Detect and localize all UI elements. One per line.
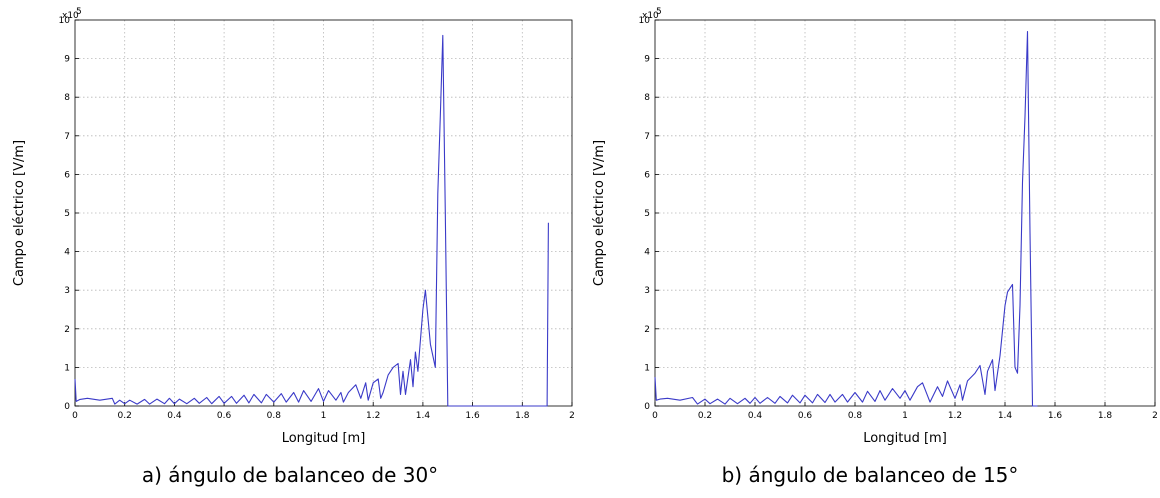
chart-b-x-tick-label: 0.8	[848, 411, 863, 421]
chart-b-x-axis-label: Longitud [m]	[863, 431, 947, 446]
chart-b-y-tick-label: 8	[644, 93, 650, 103]
chart-a-y-tick-label: 9	[64, 55, 70, 65]
chart-a-x-tick-label: 0.4	[167, 411, 182, 421]
chart-a-y-tick-label: 3	[64, 286, 70, 296]
chart-a-y-tick-label: 8	[64, 93, 70, 103]
chart-b-y-tick-label: 9	[644, 55, 650, 65]
chart-a-series-line	[74, 34, 549, 407]
chart-a-y-tick-label: 4	[64, 248, 70, 258]
chart-a-x-tick-label: 0	[72, 411, 78, 421]
chart-b-x-tick-label: 1.2	[948, 411, 962, 421]
chart-a-exponent-label: x10	[62, 11, 79, 21]
chart-b-x-tick-label: 2	[1152, 411, 1158, 421]
chart-b-exponent-power: 5	[656, 7, 662, 17]
chart-b-exponent-label: x10	[642, 11, 659, 21]
chart-a-y-tick-label: 7	[64, 132, 70, 142]
chart-b-y-tick-label: 0	[644, 402, 650, 412]
chart-a-caption: a) ángulo de balanceo de 30°	[141, 463, 439, 487]
chart-panel-a: 0 0.2 0.4 0.6 0.8 1 1.2 1.4 1.6 1.8 2 0 1 2 3 4 5 6 7 8 9 10 x…	[12, 7, 575, 487]
chart-a-y-tick-label: 6	[64, 170, 70, 180]
chart-b-y-tick-label: 4	[644, 248, 650, 258]
chart-b-y-tick-label: 6	[644, 170, 650, 180]
chart-b-x-tick-label: 1	[902, 411, 908, 421]
chart-b-x-tick-label: 1.4	[998, 411, 1013, 421]
chart-b-y-tick-label: 5	[644, 209, 650, 219]
chart-a-y-axis-label: Campo eléctrico [V/m]	[12, 140, 27, 286]
chart-a-y-tick-label: 2	[64, 325, 70, 335]
chart-b-y-tick-label: 3	[644, 286, 650, 296]
chart-a-x-tick-label: 1	[321, 411, 327, 421]
chart-a-exponent-power: 5	[76, 7, 82, 17]
chart-a-x-tick-label: 1.2	[366, 411, 380, 421]
chart-a-x-tick-label: 0.8	[267, 411, 282, 421]
chart-b-series-line	[654, 31, 1038, 407]
chart-b-y-tick-label: 2	[644, 325, 650, 335]
chart-b-svg: 0 0.2 0.4 0.6 0.8 1 1.2 1.4 1.6 1.8 2 0 1 2 3 4 5 6 7 8 9 10x…	[592, 7, 1158, 446]
chart-a-x-tick-label: 1.8	[515, 411, 530, 421]
chart-b-x-tick-label: 1.6	[1048, 411, 1063, 421]
chart-b-x-tick-label: 0	[652, 411, 658, 421]
chart-a-x-tick-label: 1.6	[465, 411, 480, 421]
chart-panel-b: 0 0.2 0.4 0.6 0.8 1 1.2 1.4 1.6 1.8 2 0 1 2 3 4 5 6 7 8 9 10 x…	[580, 0, 1160, 498]
chart-b-caption: b) ángulo de balanceo de 15°	[721, 463, 1019, 487]
chart-b-y-axis-label: Campo eléctrico [V/m]	[592, 140, 607, 286]
chart-b-y-tick-label: 10	[639, 16, 651, 26]
chart-b-y-tick-label: 7	[644, 132, 650, 142]
chart-a-x-tick-label: 2	[569, 411, 575, 421]
chart-a-y-tick-label: 5	[64, 209, 70, 219]
chart-a-x-tick-label: 0.6	[217, 411, 232, 421]
chart-b-x-tick-label: 0.6	[798, 411, 813, 421]
chart-a-y-tick-label: 0	[64, 402, 70, 412]
chart-a-svg: 0 0.2 0.4 0.6 0.8 1 1.2 1.4 1.6 1.8 2 0 1 2 3 4 5 6 7 8 9 10x…	[12, 7, 575, 446]
chart-a-y-tick-label: 1	[64, 363, 70, 373]
chart-b-x-tick-label: 1.8	[1098, 411, 1113, 421]
chart-a-x-tick-label: 1.4	[416, 411, 431, 421]
chart-a-x-tick-label: 0.2	[118, 411, 132, 421]
chart-b-x-tick-label: 0.4	[748, 411, 763, 421]
chart-a-x-axis-label: Longitud [m]	[282, 431, 366, 446]
chart-a-y-tick-label: 10	[59, 16, 71, 26]
chart-b-x-tick-label: 0.2	[698, 411, 712, 421]
chart-b-y-tick-label: 1	[644, 363, 650, 373]
